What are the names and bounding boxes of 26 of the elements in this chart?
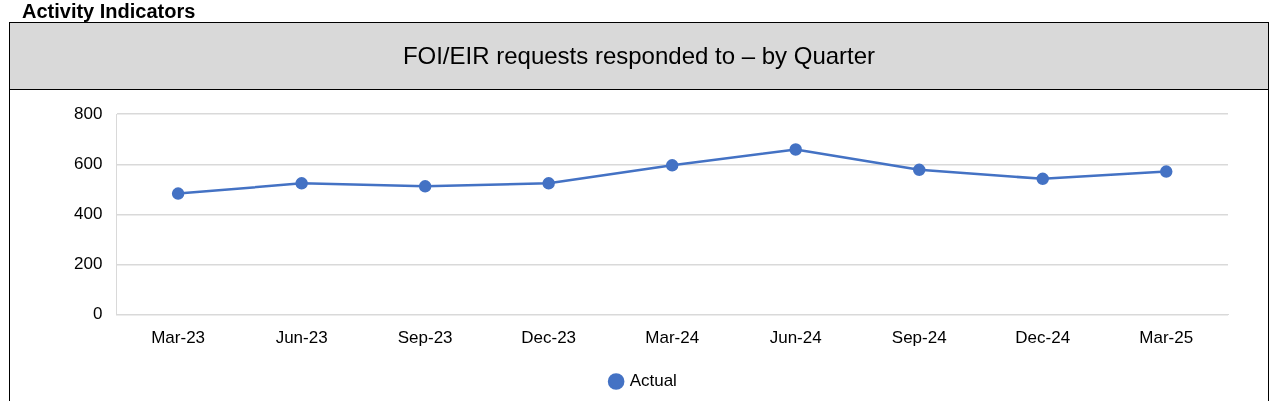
point — [542, 177, 555, 190]
x-tick-label: Dec-23 — [521, 328, 577, 348]
x-tick-label: Jun-24 — [769, 328, 822, 348]
point — [418, 180, 432, 193]
y-tick-label: 0 — [92, 304, 103, 324]
x-tick-label: Sep-23 — [397, 328, 453, 348]
legend-label: Actual — [629, 371, 677, 391]
x-tick-label: Mar-24 — [645, 328, 700, 348]
point — [1036, 172, 1049, 186]
y-tick-label: 200 — [73, 254, 103, 274]
x-tick-label: Mar-25 — [1139, 328, 1194, 348]
y-tick-label: 800 — [73, 103, 103, 123]
point — [1159, 165, 1173, 178]
chart-title: FOI/EIR requests responded to – by Quarter — [10, 23, 1268, 90]
x-tick-label: Jun-23 — [275, 328, 328, 348]
text: Activity Indicators — [22, 0, 196, 22]
y-tick-label: 400 — [73, 204, 103, 224]
y-tick-label: 600 — [73, 153, 103, 173]
point — [295, 177, 308, 190]
point — [789, 143, 802, 156]
x-tick-label: Mar-23 — [151, 328, 206, 348]
point — [665, 159, 679, 172]
point — [912, 163, 926, 177]
x-tick-label: Dec-24 — [1015, 328, 1071, 348]
point — [171, 187, 185, 200]
x-tick-label: Sep-24 — [891, 328, 947, 348]
